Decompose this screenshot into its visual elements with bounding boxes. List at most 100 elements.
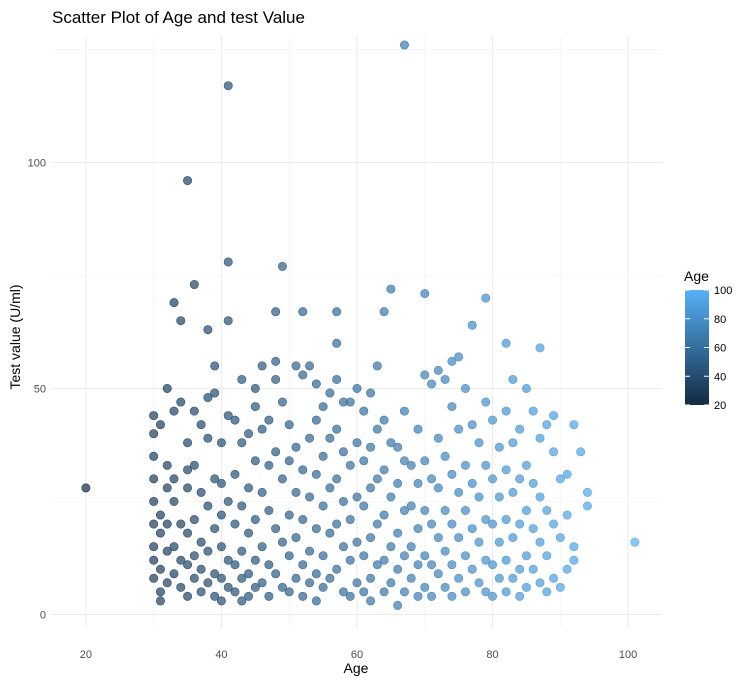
data-point — [393, 600, 403, 610]
data-point — [264, 460, 274, 470]
data-point — [264, 415, 274, 425]
data-point — [366, 483, 376, 493]
data-point — [203, 433, 213, 443]
data-point — [183, 176, 193, 186]
data-point — [223, 555, 233, 565]
data-point — [379, 415, 389, 425]
data-point — [481, 293, 491, 303]
data-point — [183, 591, 193, 601]
data-point — [237, 573, 247, 583]
data-point — [406, 573, 416, 583]
data-point — [277, 397, 287, 407]
data-point — [454, 573, 464, 583]
data-point — [386, 284, 396, 294]
data-point — [535, 578, 545, 588]
data-point — [399, 587, 409, 597]
y-axis-ticks: 0 50 100 — [28, 158, 46, 622]
y-axis-title: Test value (U/ml) — [7, 284, 23, 389]
data-point — [386, 578, 396, 588]
data-point — [189, 551, 199, 561]
data-point — [162, 519, 172, 529]
data-point — [454, 487, 464, 497]
x-tick-label: 40 — [215, 649, 227, 661]
data-point — [494, 442, 504, 452]
data-point — [386, 492, 396, 502]
legend-title: Age — [684, 268, 709, 284]
data-point — [257, 542, 267, 552]
data-point — [379, 587, 389, 597]
data-point — [420, 582, 430, 592]
data-point — [352, 492, 362, 502]
data-point — [237, 438, 247, 448]
data-point — [176, 397, 186, 407]
data-point — [311, 596, 321, 606]
data-point — [155, 528, 165, 538]
data-point — [501, 555, 511, 565]
data-point — [149, 411, 159, 421]
data-point — [488, 415, 498, 425]
data-point — [189, 460, 199, 470]
data-point — [454, 424, 464, 434]
data-point — [250, 555, 260, 565]
y-tick-label: 50 — [34, 383, 46, 395]
data-point — [203, 501, 213, 511]
data-point — [440, 582, 450, 592]
data-point — [196, 564, 206, 574]
data-point — [372, 519, 382, 529]
data-point — [549, 447, 559, 457]
data-point — [413, 591, 423, 601]
data-point — [162, 546, 172, 556]
data-point — [183, 438, 193, 448]
data-point — [488, 519, 498, 529]
data-point — [203, 325, 213, 335]
data-point — [149, 555, 159, 565]
data-point — [210, 388, 220, 398]
data-point — [460, 551, 470, 561]
x-tick-label: 80 — [486, 649, 498, 661]
data-point — [399, 40, 409, 50]
data-point — [474, 492, 484, 502]
data-point — [454, 352, 464, 362]
data-point — [562, 469, 572, 479]
data-point — [176, 316, 186, 326]
data-point — [149, 429, 159, 439]
data-point — [386, 438, 396, 448]
data-point — [325, 483, 335, 493]
data-point — [494, 537, 504, 547]
data-point — [250, 515, 260, 525]
data-point — [311, 415, 321, 425]
data-point — [223, 411, 233, 421]
data-point — [257, 578, 267, 588]
data-point — [406, 460, 416, 470]
data-point — [210, 524, 220, 534]
data-point — [569, 555, 579, 565]
data-point — [508, 374, 518, 384]
data-point — [454, 533, 464, 543]
data-point — [237, 546, 247, 556]
data-point — [155, 596, 165, 606]
data-point — [155, 587, 165, 597]
data-point — [257, 487, 267, 497]
data-point — [196, 587, 206, 597]
y-tick-label: 0 — [40, 609, 46, 621]
data-point — [515, 564, 525, 574]
data-point — [345, 397, 355, 407]
data-point — [305, 546, 315, 556]
data-point — [332, 474, 342, 484]
data-point — [291, 573, 301, 583]
data-point — [305, 578, 315, 588]
data-point — [366, 573, 376, 583]
data-point — [359, 587, 369, 597]
data-point — [372, 361, 382, 371]
data-point — [542, 506, 552, 516]
data-point — [237, 374, 247, 384]
data-point — [250, 456, 260, 466]
data-point — [332, 564, 342, 574]
data-point — [460, 587, 470, 597]
data-point — [420, 370, 430, 380]
data-point — [189, 573, 199, 583]
data-point — [549, 573, 559, 583]
data-point — [277, 474, 287, 484]
data-point — [630, 537, 640, 547]
data-point — [413, 560, 423, 570]
